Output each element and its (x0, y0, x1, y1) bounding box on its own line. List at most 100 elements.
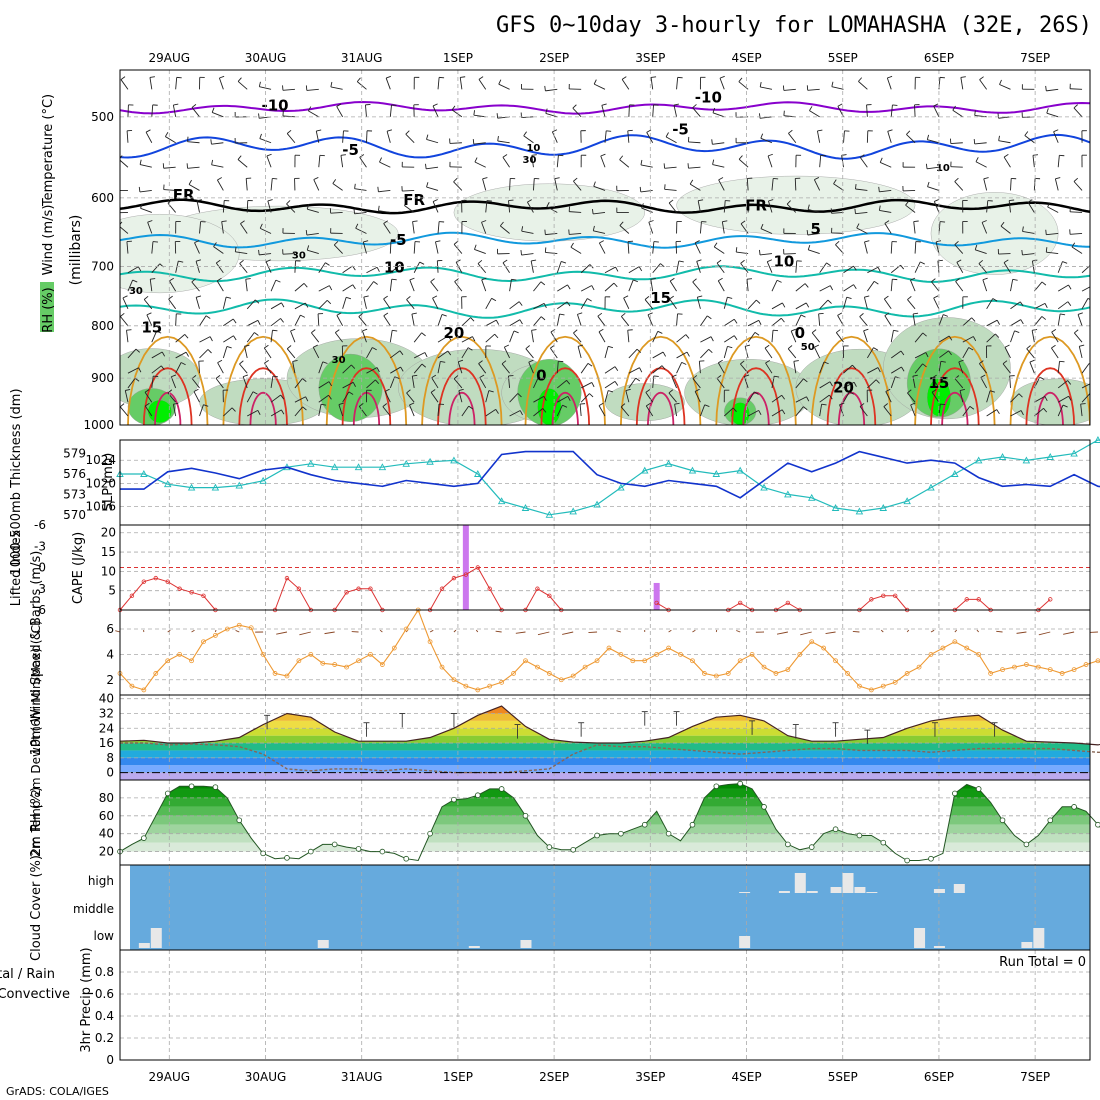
wind-barb-flag (521, 226, 524, 232)
wind-barb (246, 299, 256, 310)
wind-barb-flag (169, 277, 174, 282)
wind-barb-flag (852, 364, 857, 370)
wind-barb-flag (587, 298, 592, 302)
wind-barb-flag (661, 365, 666, 370)
cloud-bar (317, 940, 329, 948)
wind-barb-flag (377, 186, 379, 192)
wind-barb (509, 301, 520, 310)
wind-barb-flag (546, 202, 550, 207)
wind-barb (795, 396, 807, 403)
wind-barb-10m (214, 629, 217, 633)
wind-barb-flag (562, 404, 568, 408)
rh-point (785, 841, 791, 848)
wind-axis-label: Wind (m/s) (41, 205, 56, 276)
wind-barb (318, 381, 330, 389)
wind-barb-flag (348, 391, 354, 395)
wind-speed-point (857, 683, 862, 689)
cape-bar (653, 582, 660, 610)
wind-barb (760, 228, 773, 234)
wind-barb-flag (191, 278, 196, 283)
wind-barb-flag (178, 260, 184, 263)
wind-barb (1034, 396, 1046, 403)
wind-barb (913, 221, 916, 234)
wind-barb (914, 332, 924, 343)
wind-barb-flag (376, 367, 380, 373)
wind-barb (246, 391, 254, 403)
contour-label: 30 (292, 251, 306, 262)
wind-barb-flag (354, 183, 356, 189)
wind-barb-flag (648, 220, 654, 223)
wind-barb (354, 212, 367, 215)
wind-barb (437, 404, 440, 417)
wind-barb (652, 104, 654, 117)
wind-barb-flag (926, 134, 930, 140)
wind-barb-flag (1044, 396, 1048, 402)
wind-barb (647, 314, 654, 326)
wind-barb (1057, 313, 1061, 326)
wind-barb (478, 79, 487, 90)
wind-barb-flag (399, 265, 404, 270)
wind10m-axis-label: 10m Wind Speed & Barbs (m/s) (29, 551, 44, 756)
wind-barb-flag (740, 360, 745, 365)
wind-barb (1009, 375, 1011, 388)
wind-barb-flag (164, 132, 169, 137)
wind-barb-flag (804, 283, 809, 288)
wind-barb-flag (732, 407, 737, 412)
wind-barb (1054, 178, 1059, 191)
wind-barb-flag (399, 350, 404, 356)
wind-barb-flag (1020, 410, 1024, 416)
wind-barb (580, 363, 589, 374)
contour-label: 0 (536, 367, 546, 385)
wind-barb (1008, 200, 1011, 213)
wind-barb-flag (572, 104, 577, 109)
wind-barb (497, 140, 510, 144)
wind-barb (1073, 332, 1083, 343)
wind-barb (478, 363, 487, 374)
wind-barb (235, 251, 248, 254)
wind-barb (199, 221, 202, 234)
wind-barb (405, 133, 415, 144)
wind-barb-flag (922, 363, 927, 368)
wind-barb-flag (432, 199, 438, 202)
wind-barb-flag (754, 391, 759, 395)
wind-barb (998, 140, 1011, 144)
contour-label: 10 (384, 259, 405, 277)
rh-point (236, 817, 243, 824)
wind-barb (122, 297, 129, 309)
wind-barb (669, 280, 677, 292)
wind-barb (127, 348, 137, 359)
wind-barb-flag (1027, 199, 1033, 203)
wind-barb-flag (727, 345, 733, 349)
rh-point (1095, 821, 1100, 828)
wind-barb (1046, 112, 1059, 118)
wind-barb (426, 138, 439, 144)
wind-barb-flag (589, 393, 594, 398)
wind-barb (986, 409, 997, 417)
wind-barb-flag (313, 344, 318, 348)
rh-shade (930, 192, 1059, 275)
wind-barb-flag (1068, 396, 1072, 401)
precip-tick-label: 0.8 (95, 965, 114, 979)
wind-barb-10m (379, 629, 383, 633)
wind-barb-flag (455, 259, 461, 263)
wind-barb-flag (640, 159, 643, 165)
wind-barb-flag (173, 103, 179, 106)
wind-barb-flag (992, 298, 998, 302)
lifted-index-point (463, 572, 469, 577)
warm-contour (1009, 335, 1090, 425)
wind-barb (954, 244, 964, 254)
wind-barb-flag (980, 374, 986, 378)
wind-barb (738, 81, 749, 90)
wind-barb (932, 377, 940, 389)
wind-barb-flag (877, 367, 881, 373)
lifted-index-point (869, 597, 874, 602)
wind-barb (270, 394, 281, 403)
wind-barb (139, 189, 152, 193)
wind-barb-flag (760, 133, 764, 139)
wind-barb (975, 161, 987, 168)
wind-barb-flag (233, 335, 237, 341)
wind-barb (501, 363, 510, 374)
wind-barb (999, 84, 1011, 90)
wind-barb (1057, 155, 1060, 168)
wind-barb-flag (1074, 329, 1079, 334)
